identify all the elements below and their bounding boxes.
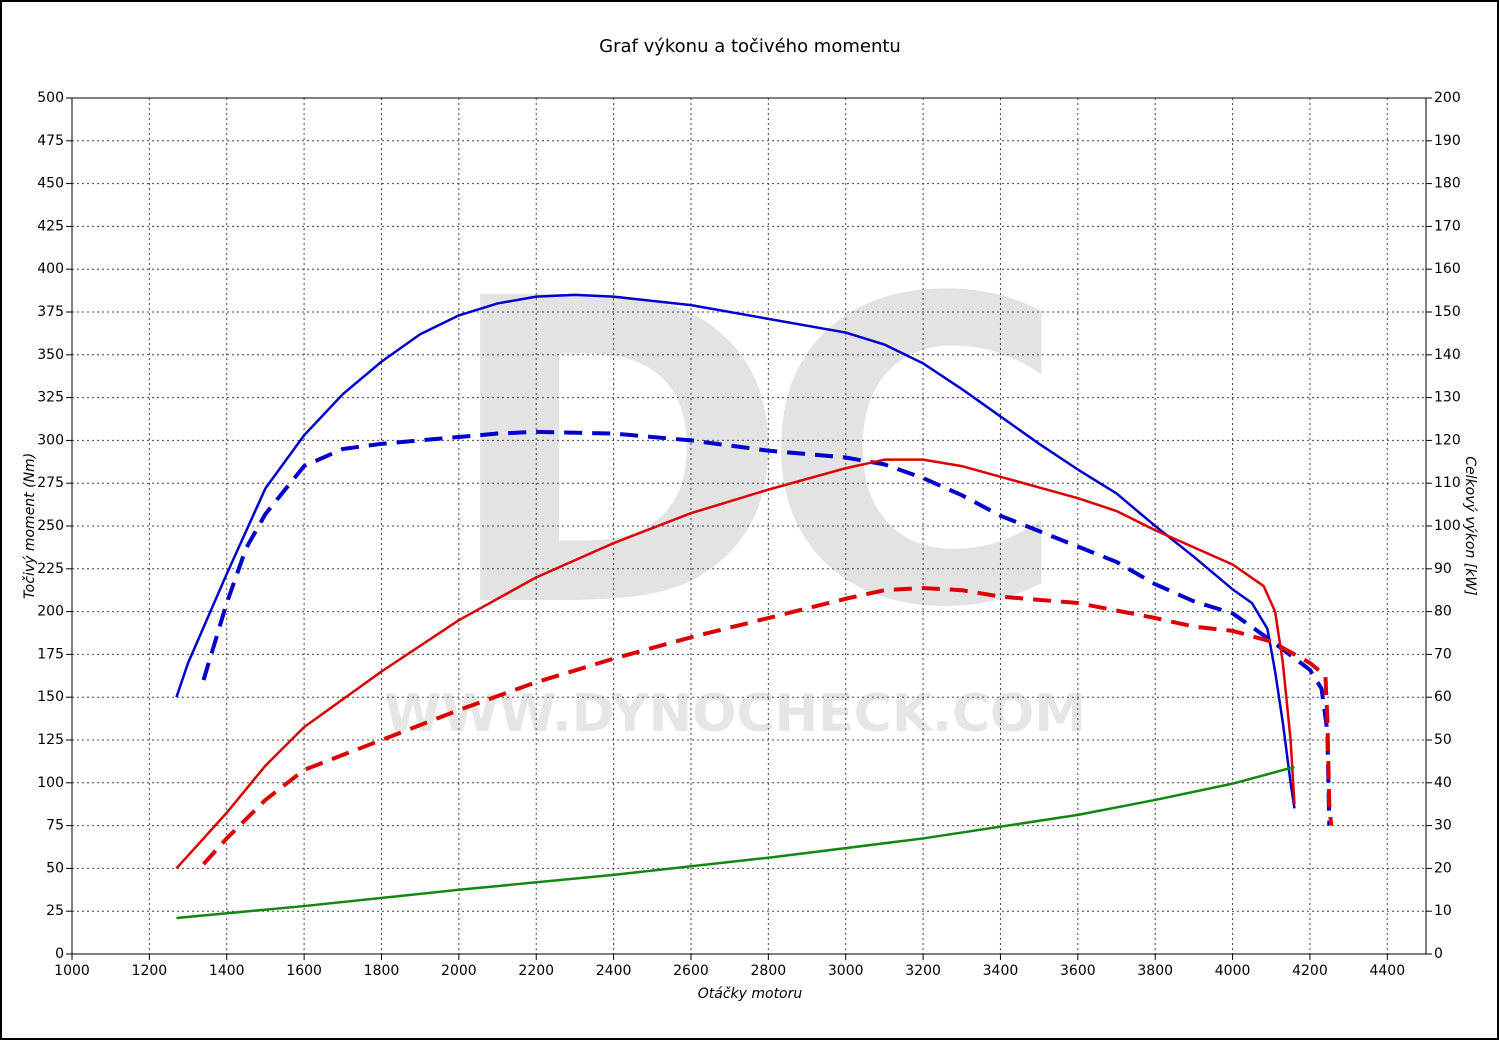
y2-tick-label: 150 xyxy=(1434,304,1461,320)
y2-tick-label: 190 xyxy=(1434,133,1461,149)
y2-tick-label: 70 xyxy=(1434,646,1452,662)
y2-tick-label: 50 xyxy=(1434,732,1452,748)
x-tick-label: 2600 xyxy=(673,963,709,979)
x-tick-label: 1800 xyxy=(364,963,400,979)
y2-tick-label: 90 xyxy=(1434,561,1452,577)
y-tick-label: 225 xyxy=(37,561,64,577)
y-tick-label: 200 xyxy=(37,604,64,620)
y2-tick-label: 130 xyxy=(1434,390,1461,406)
y2-axis-label: Celkový výkon [kW] xyxy=(1462,456,1478,595)
x-tick-label: 3400 xyxy=(983,963,1019,979)
y-tick-label: 450 xyxy=(37,176,64,192)
x-tick-label: 2000 xyxy=(441,963,477,979)
chart-title: Graf výkonu a točivého momentu xyxy=(599,36,901,57)
y-tick-label: 500 xyxy=(37,90,64,106)
x-tick-label: 3200 xyxy=(905,963,941,979)
y-tick-label: 425 xyxy=(37,218,64,234)
y2-tick-label: 200 xyxy=(1434,90,1461,106)
y2-tick-label: 0 xyxy=(1434,946,1443,962)
y-tick-label: 375 xyxy=(37,304,64,320)
y-tick-label: 125 xyxy=(37,732,64,748)
x-tick-label: 4200 xyxy=(1292,963,1328,979)
y-tick-label: 175 xyxy=(37,646,64,662)
plot-border xyxy=(71,97,1427,955)
y-tick-label: 300 xyxy=(37,432,64,448)
watermark-url: WWW.DYNOCHECK.COM xyxy=(384,684,1086,744)
y2-tick-label: 30 xyxy=(1434,818,1452,834)
y2-tick-label: 20 xyxy=(1434,860,1452,876)
series-line xyxy=(176,765,1295,920)
y2-tick-label: 180 xyxy=(1434,176,1461,192)
y-axis-label: Točivý moment (Nm) xyxy=(22,453,38,599)
y2-tick-label: 40 xyxy=(1434,775,1452,791)
series-line xyxy=(175,458,1296,870)
y-tick-label: 475 xyxy=(37,133,64,149)
y-tick-label: 400 xyxy=(37,261,64,277)
x-tick-label: 3600 xyxy=(1060,963,1096,979)
x-tick-label: 1200 xyxy=(132,963,168,979)
y2-tick-label: 170 xyxy=(1434,218,1461,234)
y2-tick-label: 120 xyxy=(1434,432,1461,448)
y-tick-label: 25 xyxy=(46,903,64,919)
y2-tick-label: 100 xyxy=(1434,518,1461,534)
y-tick-label: 250 xyxy=(37,518,64,534)
series-line xyxy=(175,293,1296,809)
x-tick-label: 2400 xyxy=(596,963,632,979)
y-tick-label: 0 xyxy=(55,946,64,962)
watermark: DC xyxy=(442,211,1043,700)
x-tick-label: 1600 xyxy=(286,963,322,979)
y-tick-label: 325 xyxy=(37,390,64,406)
x-tick-label: 4000 xyxy=(1215,963,1251,979)
y2-tick-label: 140 xyxy=(1434,347,1461,363)
y-tick-label: 350 xyxy=(37,347,64,363)
x-tick-label: 1400 xyxy=(209,963,245,979)
x-tick-label: 3000 xyxy=(828,963,864,979)
y2-tick-label: 110 xyxy=(1434,475,1461,491)
y-tick-label: 50 xyxy=(46,860,64,876)
x-tick-label: 4400 xyxy=(1369,963,1405,979)
y-tick-label: 150 xyxy=(37,689,64,705)
y-tick-label: 275 xyxy=(37,475,64,491)
x-axis-label: Otáčky motoru xyxy=(698,986,803,1002)
y-tick-label: 75 xyxy=(46,818,64,834)
series-line xyxy=(201,429,1332,826)
x-tick-label: 2800 xyxy=(751,963,787,979)
y2-tick-label: 160 xyxy=(1434,261,1461,277)
x-tick-label: 2200 xyxy=(518,963,554,979)
y2-tick-label: 10 xyxy=(1434,903,1452,919)
x-tick-label: 1000 xyxy=(54,963,90,979)
series-line xyxy=(202,586,1334,866)
y2-tick-label: 80 xyxy=(1434,604,1452,620)
y-tick-label: 100 xyxy=(37,775,64,791)
y2-tick-label: 60 xyxy=(1434,689,1452,705)
x-tick-label: 3800 xyxy=(1137,963,1173,979)
